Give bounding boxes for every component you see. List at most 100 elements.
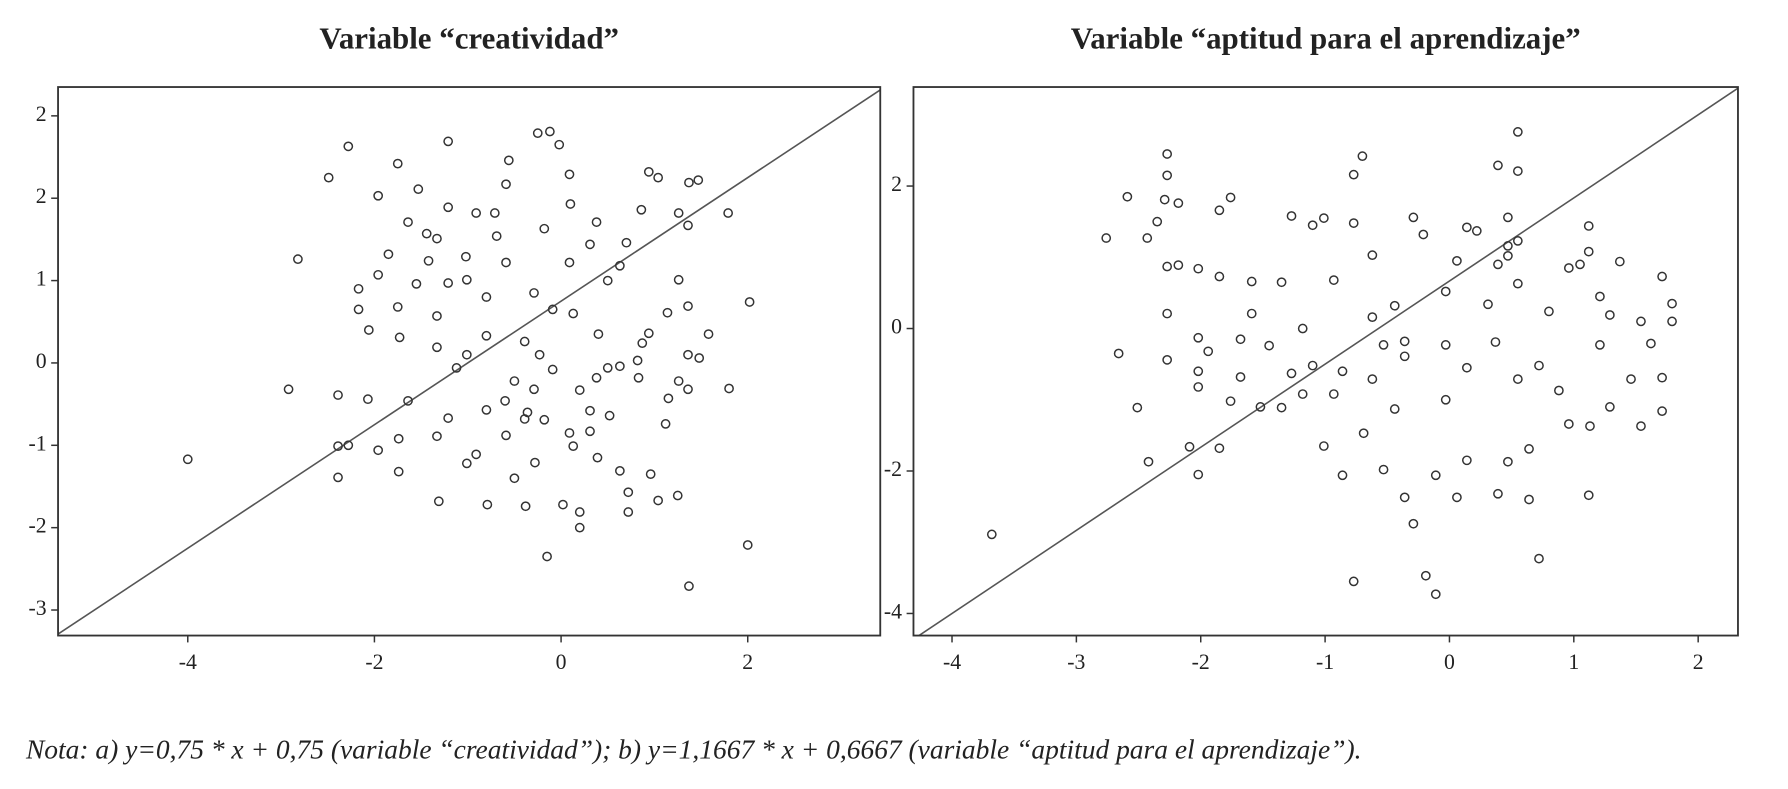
point [602,363,613,373]
point [1605,402,1615,412]
point [585,426,595,437]
point [393,433,404,444]
point [547,304,558,315]
point [373,445,384,456]
point [1193,332,1204,343]
point [1193,366,1204,377]
point [1461,455,1472,466]
point [1162,308,1173,319]
point [1399,492,1410,503]
point [353,304,364,315]
point [568,441,579,451]
point [1646,338,1656,349]
point [547,364,558,375]
point [353,283,364,294]
point [323,172,334,183]
point [1512,278,1523,289]
point [1307,220,1318,231]
point [564,428,575,438]
point [1357,151,1368,161]
x-tick-label: -1 [1316,650,1334,674]
y-tick-label: -2 [884,457,902,481]
point [744,297,755,307]
point [500,395,510,406]
point [662,307,673,318]
point [501,430,511,441]
point [1297,323,1308,334]
point [564,169,575,180]
point [660,419,671,429]
point [1493,259,1503,270]
point [1367,374,1378,384]
point [615,361,625,372]
point [1337,470,1348,481]
x-tick-label: 0 [556,650,567,674]
plot-frame [57,86,882,637]
point [1399,351,1410,362]
point [1348,169,1359,180]
x-tick-label: -4 [179,650,197,674]
point [1367,312,1378,322]
point [1490,337,1501,347]
point [574,385,585,395]
point [636,204,647,215]
point [643,328,654,339]
point [1657,271,1667,282]
point [593,329,604,339]
point [1159,194,1170,205]
reference-line [58,89,881,635]
point [1430,589,1441,600]
point [1225,396,1236,407]
point [1307,360,1318,371]
point [1452,492,1462,503]
point [1461,222,1472,233]
point [672,490,683,501]
point [683,349,693,360]
point [1132,402,1143,413]
point [1524,444,1534,454]
point [1399,336,1410,347]
point [293,254,303,265]
point [1173,260,1184,270]
x-tick-label: -4 [943,650,961,674]
point [1595,340,1605,350]
point [1534,553,1544,564]
point [373,190,384,201]
point [1461,362,1472,373]
point [742,540,753,550]
reference-line [917,87,1738,636]
point [1246,276,1257,287]
point [1430,470,1441,481]
point [1605,310,1615,320]
point [1512,166,1523,176]
point [621,237,632,248]
point [1358,428,1369,439]
point [443,278,454,288]
point [461,251,471,262]
x-tick-label: -2 [365,650,383,674]
point [542,551,552,562]
point [1328,275,1339,285]
point [534,349,545,360]
point [1512,127,1523,137]
point [1563,263,1574,273]
point [673,274,684,285]
point [1471,226,1482,236]
point [529,288,539,298]
point [1389,300,1400,311]
x-tick-label: 1 [1568,650,1579,674]
point [1122,191,1133,202]
point [1348,218,1359,228]
point [432,342,442,353]
point [1657,406,1667,417]
point [683,384,693,395]
point [591,372,602,383]
point [554,139,565,150]
point [623,487,634,498]
point [1493,160,1503,171]
point [1318,213,1329,223]
point [1614,256,1625,267]
point [411,279,422,289]
point [343,440,354,451]
point [693,175,704,185]
